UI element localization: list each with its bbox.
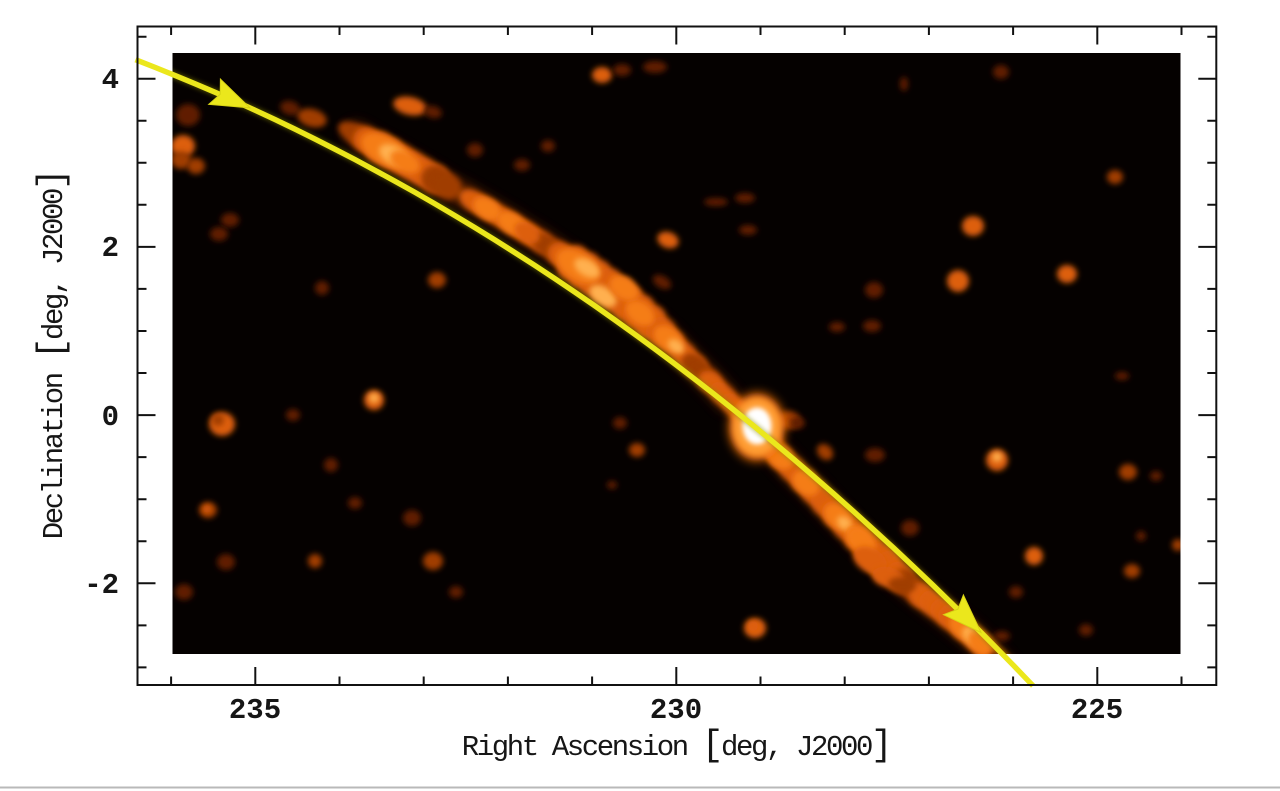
svg-text:230: 230: [650, 694, 702, 727]
svg-text:2: 2: [102, 232, 119, 265]
svg-text:Declination [deg, J2000]: Declination [deg, J2000]: [32, 171, 73, 540]
svg-text:235: 235: [229, 694, 281, 727]
svg-text:0: 0: [102, 401, 119, 434]
svg-text:-2: -2: [84, 569, 119, 602]
svg-text:225: 225: [1071, 694, 1123, 727]
svg-text:Right Ascension [deg, J2000]: Right Ascension [deg, J2000]: [462, 725, 891, 766]
svg-text:4: 4: [102, 64, 119, 97]
